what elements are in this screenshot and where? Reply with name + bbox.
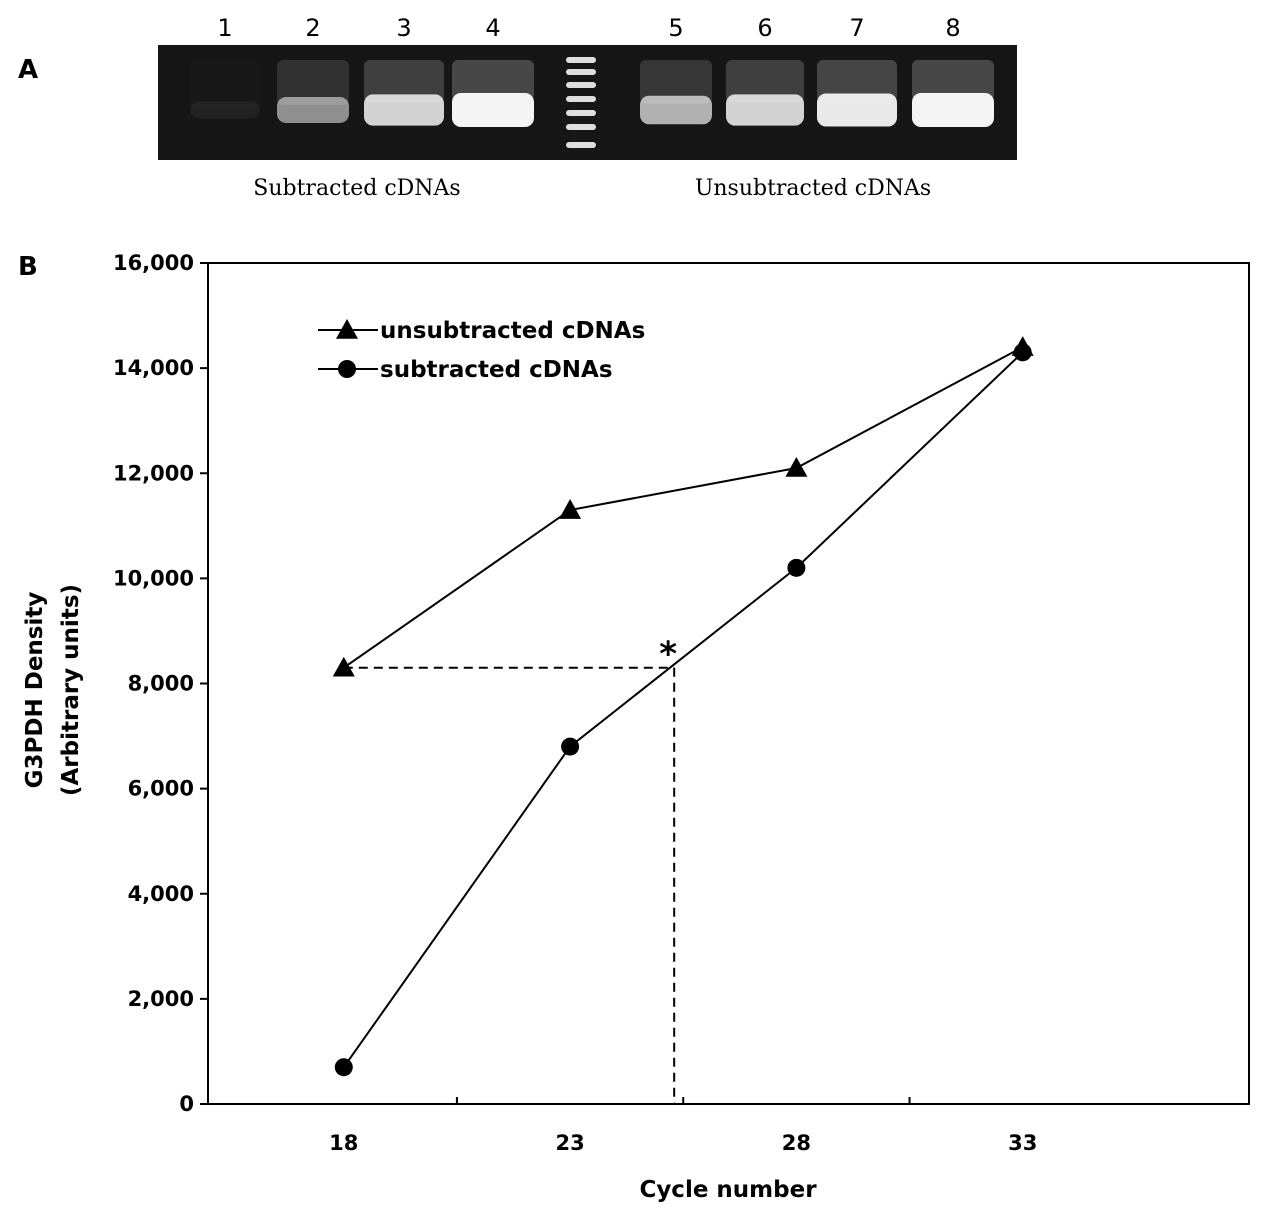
gel-lane-numbers: 1 2 3 4 5 6 7 8 [217, 14, 960, 42]
series-line [342, 351, 1024, 1068]
gel-band-smear [277, 60, 349, 106]
gel-lane-number: 5 [668, 14, 683, 42]
y-tick-label: 10,000 [113, 566, 194, 590]
y-tick-label: 12,000 [113, 461, 194, 485]
y-tick-label: 16,000 [113, 251, 194, 275]
gel-band [726, 94, 804, 126]
x-axis: 18 23 28 33 [329, 1097, 1037, 1155]
gel-band [817, 93, 897, 127]
data-point [559, 499, 582, 519]
ladder-band [566, 57, 596, 63]
series-layer [332, 336, 1034, 1077]
ladder-band [566, 69, 596, 75]
gel-bands [190, 60, 994, 127]
y-axis: 0 2,000 4,000 6,000 8,000 10,000 12,000 14,000 1… [113, 251, 208, 1116]
data-point [334, 1058, 353, 1077]
guide-lines [343, 666, 676, 1104]
gel-lane-number: 8 [945, 14, 960, 42]
y-tick-label: 0 [179, 1092, 194, 1116]
legend-marker [338, 360, 356, 378]
data-point [787, 558, 806, 577]
panel-a-letter: A [18, 55, 38, 85]
gel-lane-number: 3 [396, 14, 411, 42]
gel-lane-number: 1 [217, 14, 232, 42]
legend-label: unsubtracted cDNAs [380, 318, 645, 344]
x-tick-label: 18 [329, 1131, 358, 1155]
gel-ladder [566, 57, 596, 148]
y-tick-label: 14,000 [113, 356, 194, 380]
data-point [332, 656, 355, 677]
y-axis-title-line-1: G3PDH Density [22, 592, 48, 789]
x-tick-label: 28 [782, 1131, 811, 1155]
y-tick-label: 2,000 [128, 987, 194, 1011]
x-tick-label: 23 [555, 1131, 584, 1155]
gel-band [190, 101, 260, 119]
line-chart: 0 2,000 4,000 6,000 8,000 10,000 12,000 14,000 1… [22, 251, 1250, 1203]
ladder-band [566, 82, 596, 88]
gel-band-smear [912, 60, 994, 101]
y-axis-title-line-2: (Arbitrary units) [58, 584, 84, 796]
gel-lane-number: 4 [485, 14, 500, 42]
gel-caption-unsubtracted: Unsubtracted cDNAs [695, 176, 931, 201]
gel-lane-number: 6 [757, 14, 772, 42]
legend-label: subtracted cDNAs [380, 357, 613, 383]
series-subtracted-cdnas [334, 343, 1032, 1077]
legend: unsubtracted cDNAs subtracted cDNAs [318, 318, 645, 383]
gel-band [640, 95, 712, 125]
data-point [785, 456, 808, 477]
gel-band-smear [817, 60, 897, 102]
x-tick-label: 33 [1008, 1131, 1037, 1155]
y-tick-label: 8,000 [128, 672, 194, 696]
gel-band [912, 93, 994, 127]
gel-band-smear [726, 60, 804, 103]
gel-lane-number: 2 [305, 14, 320, 42]
gel-band-smear [452, 60, 534, 101]
ladder-band [566, 96, 596, 102]
significance-asterisk: * [659, 635, 677, 675]
x-axis-title: Cycle number [639, 1177, 817, 1203]
ladder-band [566, 142, 596, 148]
series-unsubtracted-cdnas [332, 336, 1034, 677]
ladder-band [566, 124, 596, 130]
gel-lane-number: 7 [849, 14, 864, 42]
y-tick-label: 4,000 [128, 882, 194, 906]
series-line [343, 346, 1024, 669]
ladder-band [566, 110, 596, 116]
gel-band-smear [640, 60, 712, 104]
data-point [561, 737, 580, 756]
gel-band-smear [364, 60, 444, 103]
panel-b-letter: B [18, 252, 38, 282]
gel-band [364, 94, 444, 126]
y-tick-label: 6,000 [128, 777, 194, 801]
gel-band [277, 97, 349, 123]
data-point [1013, 343, 1032, 362]
gel-caption-subtracted: Subtracted cDNAs [253, 176, 460, 201]
gel-band [452, 93, 534, 127]
legend-marker [336, 319, 358, 339]
plot-frame [207, 262, 1250, 1105]
